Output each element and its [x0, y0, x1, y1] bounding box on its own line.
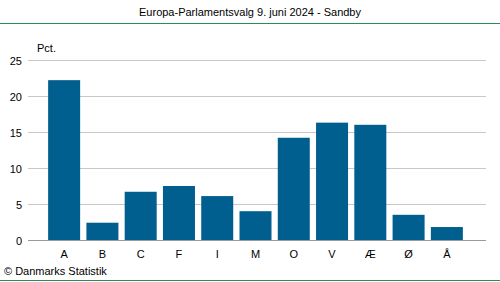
x-tick-label: I	[216, 248, 219, 260]
chart: Europa-Parlamentsvalg 9. juni 2024 - San…	[0, 0, 500, 282]
x-tick-label: O	[289, 248, 298, 260]
bottom-rule	[0, 280, 500, 281]
y-tick-label: 20	[10, 91, 22, 103]
x-tick-label: V	[328, 248, 336, 260]
bar	[316, 123, 348, 240]
bar	[431, 227, 463, 240]
source: © Danmarks Statistik	[4, 265, 107, 277]
x-tick-label: B	[99, 248, 106, 260]
grid-line	[28, 240, 486, 241]
bar	[86, 223, 118, 240]
y-tick-label: 0	[16, 235, 22, 247]
x-tick-label: M	[251, 248, 260, 260]
x-tick-label: A	[60, 248, 68, 260]
y-tick-label: 15	[10, 127, 22, 139]
bars	[48, 80, 463, 240]
title: Europa-Parlamentsvalg 9. juni 2024 - San…	[139, 6, 361, 18]
x-tick-label: Æ	[365, 248, 376, 260]
grid-line	[28, 60, 486, 61]
grid-line	[28, 132, 486, 133]
bar	[125, 192, 157, 240]
grid-line	[28, 96, 486, 97]
grid-line	[28, 204, 486, 205]
x-tick-label: Ø	[404, 248, 413, 260]
x-tick-label: F	[176, 248, 183, 260]
bar	[48, 80, 80, 240]
bar	[201, 196, 233, 240]
bar	[354, 125, 386, 240]
grid-line	[28, 168, 486, 169]
y-tick-label: 25	[10, 55, 22, 67]
y-axis-label: Pct.	[37, 42, 56, 54]
title-rule	[0, 23, 500, 24]
x-tick-label: Å	[443, 248, 451, 260]
y-tick-label: 5	[16, 199, 22, 211]
bar	[393, 215, 425, 240]
bar	[278, 138, 310, 240]
x-tick-label: C	[137, 248, 145, 260]
bar	[240, 211, 272, 240]
y-tick-label: 10	[10, 163, 22, 175]
bar	[163, 186, 195, 240]
